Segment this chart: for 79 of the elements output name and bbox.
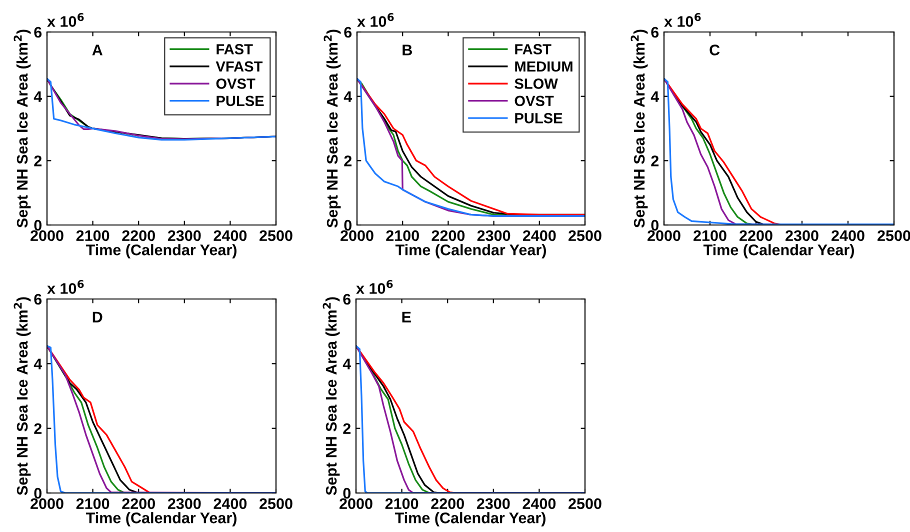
x-tick-label: 2400 (832, 230, 864, 242)
y-tick-label: 2 (651, 156, 659, 166)
y-axis-title: Sept NH Sea Ice Area (km$^{2}$) (324, 30, 341, 228)
x-tick-label: 2400 (522, 498, 556, 510)
y-axis-title: Sept NH Sea Ice Area (km$^{2}$) (322, 297, 340, 496)
text: x 10$^{6}$ (664, 12, 701, 27)
x-tick-label: 2000 (30, 230, 64, 242)
x-tick-label: 2100 (385, 498, 418, 510)
y-tick-label: 6 (651, 26, 659, 38)
x-tick-label: 2100 (386, 230, 419, 242)
legend-label: PULSE (216, 96, 264, 106)
legend-label: FAST (515, 44, 552, 54)
y-tick-label: 2 (343, 423, 351, 434)
y-tick-label: 4 (650, 91, 660, 102)
x-tick-label: 2300 (168, 230, 201, 242)
x-tick-label: 2000 (340, 498, 372, 510)
x-tick-label: 2100 (76, 230, 110, 242)
annotation: E (402, 312, 411, 322)
y-tick-label: 6 (34, 294, 42, 305)
x-tick-label: 2200 (740, 230, 772, 242)
legend-label: VFAST (216, 61, 263, 72)
x-tick-label: 2300 (477, 230, 510, 242)
y-tick-label: 2 (34, 423, 42, 434)
text: x 10$^{6}$ (47, 12, 84, 27)
x-axis-title: Time (Calendar Year) (395, 244, 546, 258)
legend-label: OVST (216, 78, 256, 89)
x-tick-label: 2500 (878, 230, 910, 242)
y-tick-label: 0 (34, 220, 42, 231)
text: x 10$^{6}$ (357, 12, 394, 27)
x-tick-label: 2400 (522, 230, 556, 242)
annotation: A (92, 44, 102, 56)
x-tick-label: 2200 (122, 230, 155, 242)
x-tick-label: 2100 (76, 498, 110, 510)
y-tick-label: 0 (651, 220, 659, 231)
x-tick-label: 2200 (122, 498, 155, 510)
y-tick-label: 2 (34, 156, 42, 166)
y-tick-label: 2 (344, 156, 352, 166)
x-tick-label: 2500 (260, 498, 292, 510)
x-axis-title: Time (Calendar Year) (86, 512, 236, 526)
legend-label: PULSE (515, 113, 562, 124)
x-axis-title: Time (Calendar Year) (394, 512, 546, 526)
legend-label: SLOW (514, 78, 558, 89)
annotation: C (710, 44, 720, 56)
x-axis-title: Time (Calendar Year) (703, 244, 854, 258)
x-tick-label: 2000 (30, 498, 64, 510)
y-tick-label: 6 (343, 294, 351, 305)
legend-label: MEDIUM (515, 61, 572, 72)
y-axis-title: Sept NH Sea Ice Area (km$^{2}$) (630, 30, 648, 228)
annotation: B (402, 44, 412, 56)
y-tick-label: 4 (34, 91, 42, 102)
legend-label: OVST (514, 96, 554, 106)
x-tick-label: 2300 (168, 498, 201, 510)
x-tick-label: 2400 (214, 230, 247, 242)
y-tick-label: 6 (34, 26, 42, 38)
x-tick-label: 2500 (568, 498, 602, 510)
y-tick-label: 4 (344, 91, 352, 102)
legend-label: FAST (216, 44, 253, 54)
text: x 10$^{6}$ (356, 280, 393, 294)
x-tick-label: 2100 (694, 230, 726, 242)
y-tick-label: 4 (342, 358, 352, 370)
x-tick-label: 2200 (431, 498, 464, 510)
y-tick-label: 6 (344, 26, 352, 38)
y-tick-label: 0 (34, 488, 42, 499)
x-tick-label: 2000 (340, 230, 374, 242)
x-tick-label: 2300 (786, 230, 818, 242)
y-axis-title: Sept NH Sea Ice Area (km$^{2}$) (14, 297, 31, 496)
text: x 10$^{6}$ (47, 280, 84, 294)
x-axis-title: Time (Calendar Year) (86, 244, 236, 258)
x-tick-label: 2000 (648, 230, 680, 242)
y-tick-label: 4 (34, 358, 42, 370)
y-axis-title: Sept NH Sea Ice Area (km$^{2}$) (14, 30, 31, 228)
annotation: D (92, 312, 102, 322)
x-tick-label: 2200 (432, 230, 465, 242)
x-tick-label: 2500 (260, 230, 292, 242)
x-tick-label: 2400 (214, 498, 247, 510)
y-tick-label: 0 (344, 220, 352, 231)
x-tick-label: 2500 (568, 230, 602, 242)
y-tick-label: 0 (343, 488, 351, 499)
x-tick-label: 2300 (476, 498, 510, 510)
